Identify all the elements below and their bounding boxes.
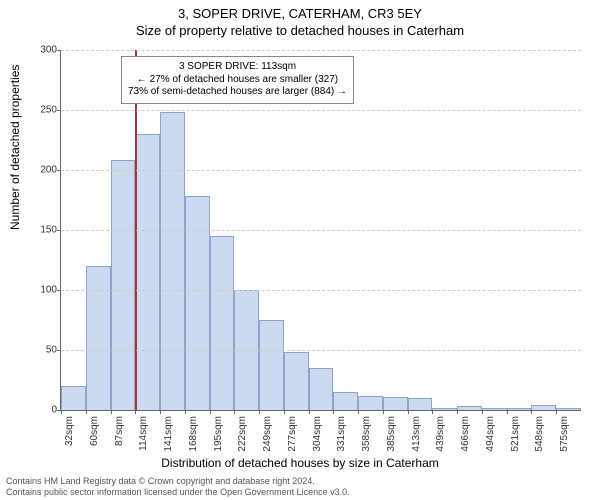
xtick-label: 494sqm: [485, 416, 496, 452]
histogram-bar: [259, 320, 284, 410]
histogram-bar: [507, 408, 532, 410]
gridline: [61, 110, 581, 111]
xtick-label: 439sqm: [435, 416, 446, 452]
xtick-mark: [259, 410, 260, 414]
xtick-label: 277sqm: [287, 416, 298, 452]
histogram-bar: [531, 405, 556, 410]
histogram-bar: [556, 408, 581, 410]
histogram-bar: [284, 352, 309, 410]
xtick-label: 304sqm: [312, 416, 323, 452]
annotation-line-3: 73% of semi-detached houses are larger (…: [128, 86, 347, 99]
page-title: 3, SOPER DRIVE, CATERHAM, CR3 5EY: [0, 0, 600, 21]
annotation-line-1: 3 SOPER DRIVE: 113sqm: [128, 61, 347, 74]
histogram-bar: [309, 368, 334, 410]
xtick-label: 358sqm: [361, 416, 372, 452]
histogram-plot: 3 SOPER DRIVE: 113sqm ← 27% of detached …: [60, 50, 580, 410]
xtick-label: 575sqm: [559, 416, 570, 452]
ytick-label: 0: [29, 405, 57, 416]
ytick-mark: [57, 290, 61, 291]
ytick-mark: [57, 110, 61, 111]
ytick-label: 300: [29, 45, 57, 56]
ytick-label: 150: [29, 225, 57, 236]
histogram-bar: [432, 408, 457, 410]
footer: Contains HM Land Registry data © Crown c…: [6, 476, 594, 498]
xtick-mark: [111, 410, 112, 414]
xtick-label: 141sqm: [163, 416, 174, 452]
histogram-bar: [482, 408, 507, 410]
histogram-bar: [61, 386, 86, 410]
histogram-bar: [457, 406, 482, 410]
histogram-bar: [333, 392, 358, 410]
gridline: [61, 350, 581, 351]
footer-line-1: Contains HM Land Registry data © Crown c…: [6, 476, 594, 487]
page-subtitle: Size of property relative to detached ho…: [0, 21, 600, 38]
histogram-bar: [135, 134, 160, 410]
xtick-mark: [383, 410, 384, 414]
xtick-label: 195sqm: [213, 416, 224, 452]
histogram-bar: [358, 396, 383, 410]
xtick-mark: [556, 410, 557, 414]
histogram-bar: [185, 196, 210, 410]
ytick-mark: [57, 230, 61, 231]
xtick-mark: [284, 410, 285, 414]
ytick-mark: [57, 50, 61, 51]
ytick-label: 100: [29, 285, 57, 296]
xtick-mark: [358, 410, 359, 414]
ytick-mark: [57, 170, 61, 171]
gridline: [61, 170, 581, 171]
marker-annotation: 3 SOPER DRIVE: 113sqm ← 27% of detached …: [121, 56, 354, 104]
gridline: [61, 290, 581, 291]
xtick-mark: [185, 410, 186, 414]
xtick-label: 222sqm: [237, 416, 248, 452]
xtick-mark: [531, 410, 532, 414]
xtick-mark: [61, 410, 62, 414]
xtick-label: 60sqm: [89, 416, 100, 446]
plot-area: 3 SOPER DRIVE: 113sqm ← 27% of detached …: [60, 50, 581, 411]
xtick-label: 168sqm: [188, 416, 199, 452]
histogram-bar: [383, 397, 408, 410]
ytick-label: 50: [29, 345, 57, 356]
gridline: [61, 50, 581, 51]
histogram-bar: [160, 112, 185, 410]
xtick-mark: [234, 410, 235, 414]
ytick-label: 250: [29, 105, 57, 116]
xtick-label: 466sqm: [460, 416, 471, 452]
x-axis-label: Distribution of detached houses by size …: [0, 456, 600, 470]
xtick-mark: [482, 410, 483, 414]
xtick-mark: [432, 410, 433, 414]
xtick-label: 548sqm: [534, 416, 545, 452]
gridline: [61, 230, 581, 231]
xtick-label: 413sqm: [411, 416, 422, 452]
xtick-label: 521sqm: [510, 416, 521, 452]
xtick-mark: [86, 410, 87, 414]
xtick-mark: [507, 410, 508, 414]
xtick-mark: [309, 410, 310, 414]
xtick-mark: [457, 410, 458, 414]
xtick-label: 385sqm: [386, 416, 397, 452]
xtick-mark: [210, 410, 211, 414]
xtick-label: 32sqm: [64, 416, 75, 446]
footer-line-2: Contains public sector information licen…: [6, 487, 594, 498]
xtick-label: 331sqm: [336, 416, 347, 452]
annotation-line-2: ← 27% of detached houses are smaller (32…: [128, 74, 347, 87]
histogram-bar: [408, 398, 433, 410]
y-axis-label: Number of detached properties: [8, 65, 22, 230]
histogram-bar: [210, 236, 235, 410]
histogram-bar: [111, 160, 136, 410]
xtick-label: 249sqm: [262, 416, 273, 452]
xtick-mark: [160, 410, 161, 414]
ytick-label: 200: [29, 165, 57, 176]
xtick-mark: [333, 410, 334, 414]
ytick-mark: [57, 350, 61, 351]
xtick-mark: [135, 410, 136, 414]
histogram-bar: [86, 266, 111, 410]
xtick-label: 114sqm: [138, 416, 149, 451]
xtick-label: 87sqm: [114, 416, 125, 446]
xtick-mark: [408, 410, 409, 414]
